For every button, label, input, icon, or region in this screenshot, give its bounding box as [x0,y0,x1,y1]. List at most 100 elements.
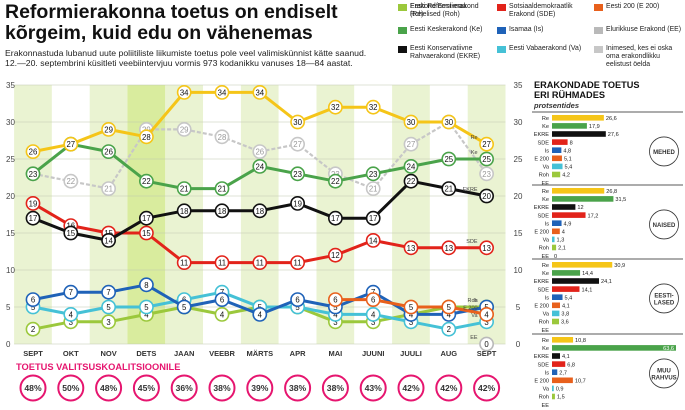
bar-is [552,369,558,375]
point-label-va: 4 [333,310,338,319]
point-label-is: 4 [258,310,263,319]
group-badge [649,136,679,167]
point-is [63,284,79,300]
point-is [25,292,41,307]
point-label-va: 2 [447,325,451,334]
point-label-is: 7 [106,288,110,297]
legend-label: Sotsiaaldemokraatlik Erakond (SDE) [509,3,573,19]
point-sde [176,255,192,270]
bar-party-label-ekre: EKRE [534,354,550,360]
bar-ekre [552,278,599,284]
point-is [138,277,154,293]
method-note: 12.—20. septembrini küsitleti veebiinter… [5,58,353,68]
side-title-line2: ERI RÜHMADES [534,90,605,100]
point-ke [403,159,419,174]
legend-item-inimesed-kes-ei-oska-oma-erakondlikku-eelistust-elda: Inimesed, kes ei oska oma erakondlikku e… [594,45,682,70]
point-label-undecided: 21 [369,185,378,194]
point-label-roh: 2 [31,325,35,334]
point-sde [252,255,268,270]
coalition-value: 48% [100,383,118,393]
legend-label: Erakond Eestimaa Rohelised (Roh) [410,3,467,19]
bar-roh [552,393,555,400]
coalition-circle [397,374,425,402]
bar-party-label-re: Re [542,338,549,344]
point-label-re: 32 [331,103,340,112]
subtitle-text: Erakonnastuda lubanud uute poliitiliste … [5,48,367,58]
point-roh [214,306,230,322]
bar-value-e-200: 4,1 [562,304,570,310]
bar-is [552,220,562,226]
point-label-is: 6 [220,296,224,305]
point-va [101,299,116,315]
bar-re [552,188,605,194]
bar-value-roh: 1,5 [557,395,565,401]
point-e-200 [403,299,419,315]
point-re [101,122,116,137]
point-label-e-200: 5 [447,303,452,312]
point-label-re: 29 [104,125,113,134]
x-tick-jaan: JAAN [174,349,194,358]
bar-value-roh: 3,6 [561,320,569,326]
end-label-va: Va [471,313,478,319]
end-label-re: Re [471,135,478,141]
bar-ke [552,345,676,351]
side-title-line1: ERAKONDADE TOETUS [534,80,640,90]
bar-ekre [552,131,606,137]
point-sde [214,255,230,270]
point-label-undecided: 22 [66,177,75,186]
legend-swatch [398,4,407,11]
point-ke [479,151,494,167]
y-tick-right: 20 [514,192,523,201]
point-ke [25,166,41,182]
point-label-undecided: 21 [104,185,113,194]
legend-swatch [398,46,407,53]
point-re [327,99,343,115]
bar-e-200 [552,302,560,309]
point-is [252,306,268,322]
legend-item-eesti-200-e-200: Eesti 200 (E 200) [594,3,682,11]
legend-label: Elurikkuse Erakond (EE) [606,26,682,33]
point-label-va: 3 [484,318,488,327]
bar-value-va: 1,3 [557,238,565,244]
point-label-ekre: 18 [255,207,264,216]
point-label-e-200: 5 [409,303,414,312]
point-label-e-200: 4 [484,310,489,319]
point-ekre [441,181,457,196]
point-label-is: 5 [333,303,338,312]
bar-party-label-e-200: E 200 [534,157,549,163]
point-undecided [63,173,79,189]
point-label-roh: 3 [371,318,375,327]
point-label-is: 5 [182,303,187,312]
point-re [365,99,381,115]
bar-e-200 [552,228,560,235]
point-label-roh: 3 [69,318,73,327]
point-re [25,144,41,159]
end-label-ee: EE [470,335,478,341]
bar-value-va: 5,4 [565,165,573,171]
page-title: Reformierakonna toetus on endiselt kõrge… [5,1,338,44]
bar-value-ke: 63,6 [663,346,674,352]
point-re [403,114,419,130]
bar-party-label-ee: EE [542,181,550,187]
bar-value-e-200: 4 [562,230,565,236]
coalition-circle [95,374,123,402]
coalition-circle [170,374,198,402]
group-name-muu-rahvus: RAHVUS [651,375,676,381]
bar-value-ke: 14,4 [582,271,593,277]
point-undecided [365,181,381,196]
bar-value-ekre: 12 [577,205,583,211]
x-tick-mai: MAI [329,349,343,358]
bar-value-sde: 17,2 [588,213,599,219]
point-label-is: 6 [295,296,299,305]
end-label-ke: Ke [471,150,478,156]
point-re [138,129,154,145]
coalition-value: 42% [440,383,458,393]
bar-value-e-200: 5,1 [564,157,572,163]
point-label-sde: 11 [294,259,302,268]
bar-party-label-re: Re [542,116,549,122]
point-ekre [101,232,116,248]
point-label-va: 5 [144,303,149,312]
y-tick-left: 0 [6,340,11,349]
bar-party-label-e-200: E 200 [534,304,549,310]
point-label-ekre: 21 [444,185,453,194]
